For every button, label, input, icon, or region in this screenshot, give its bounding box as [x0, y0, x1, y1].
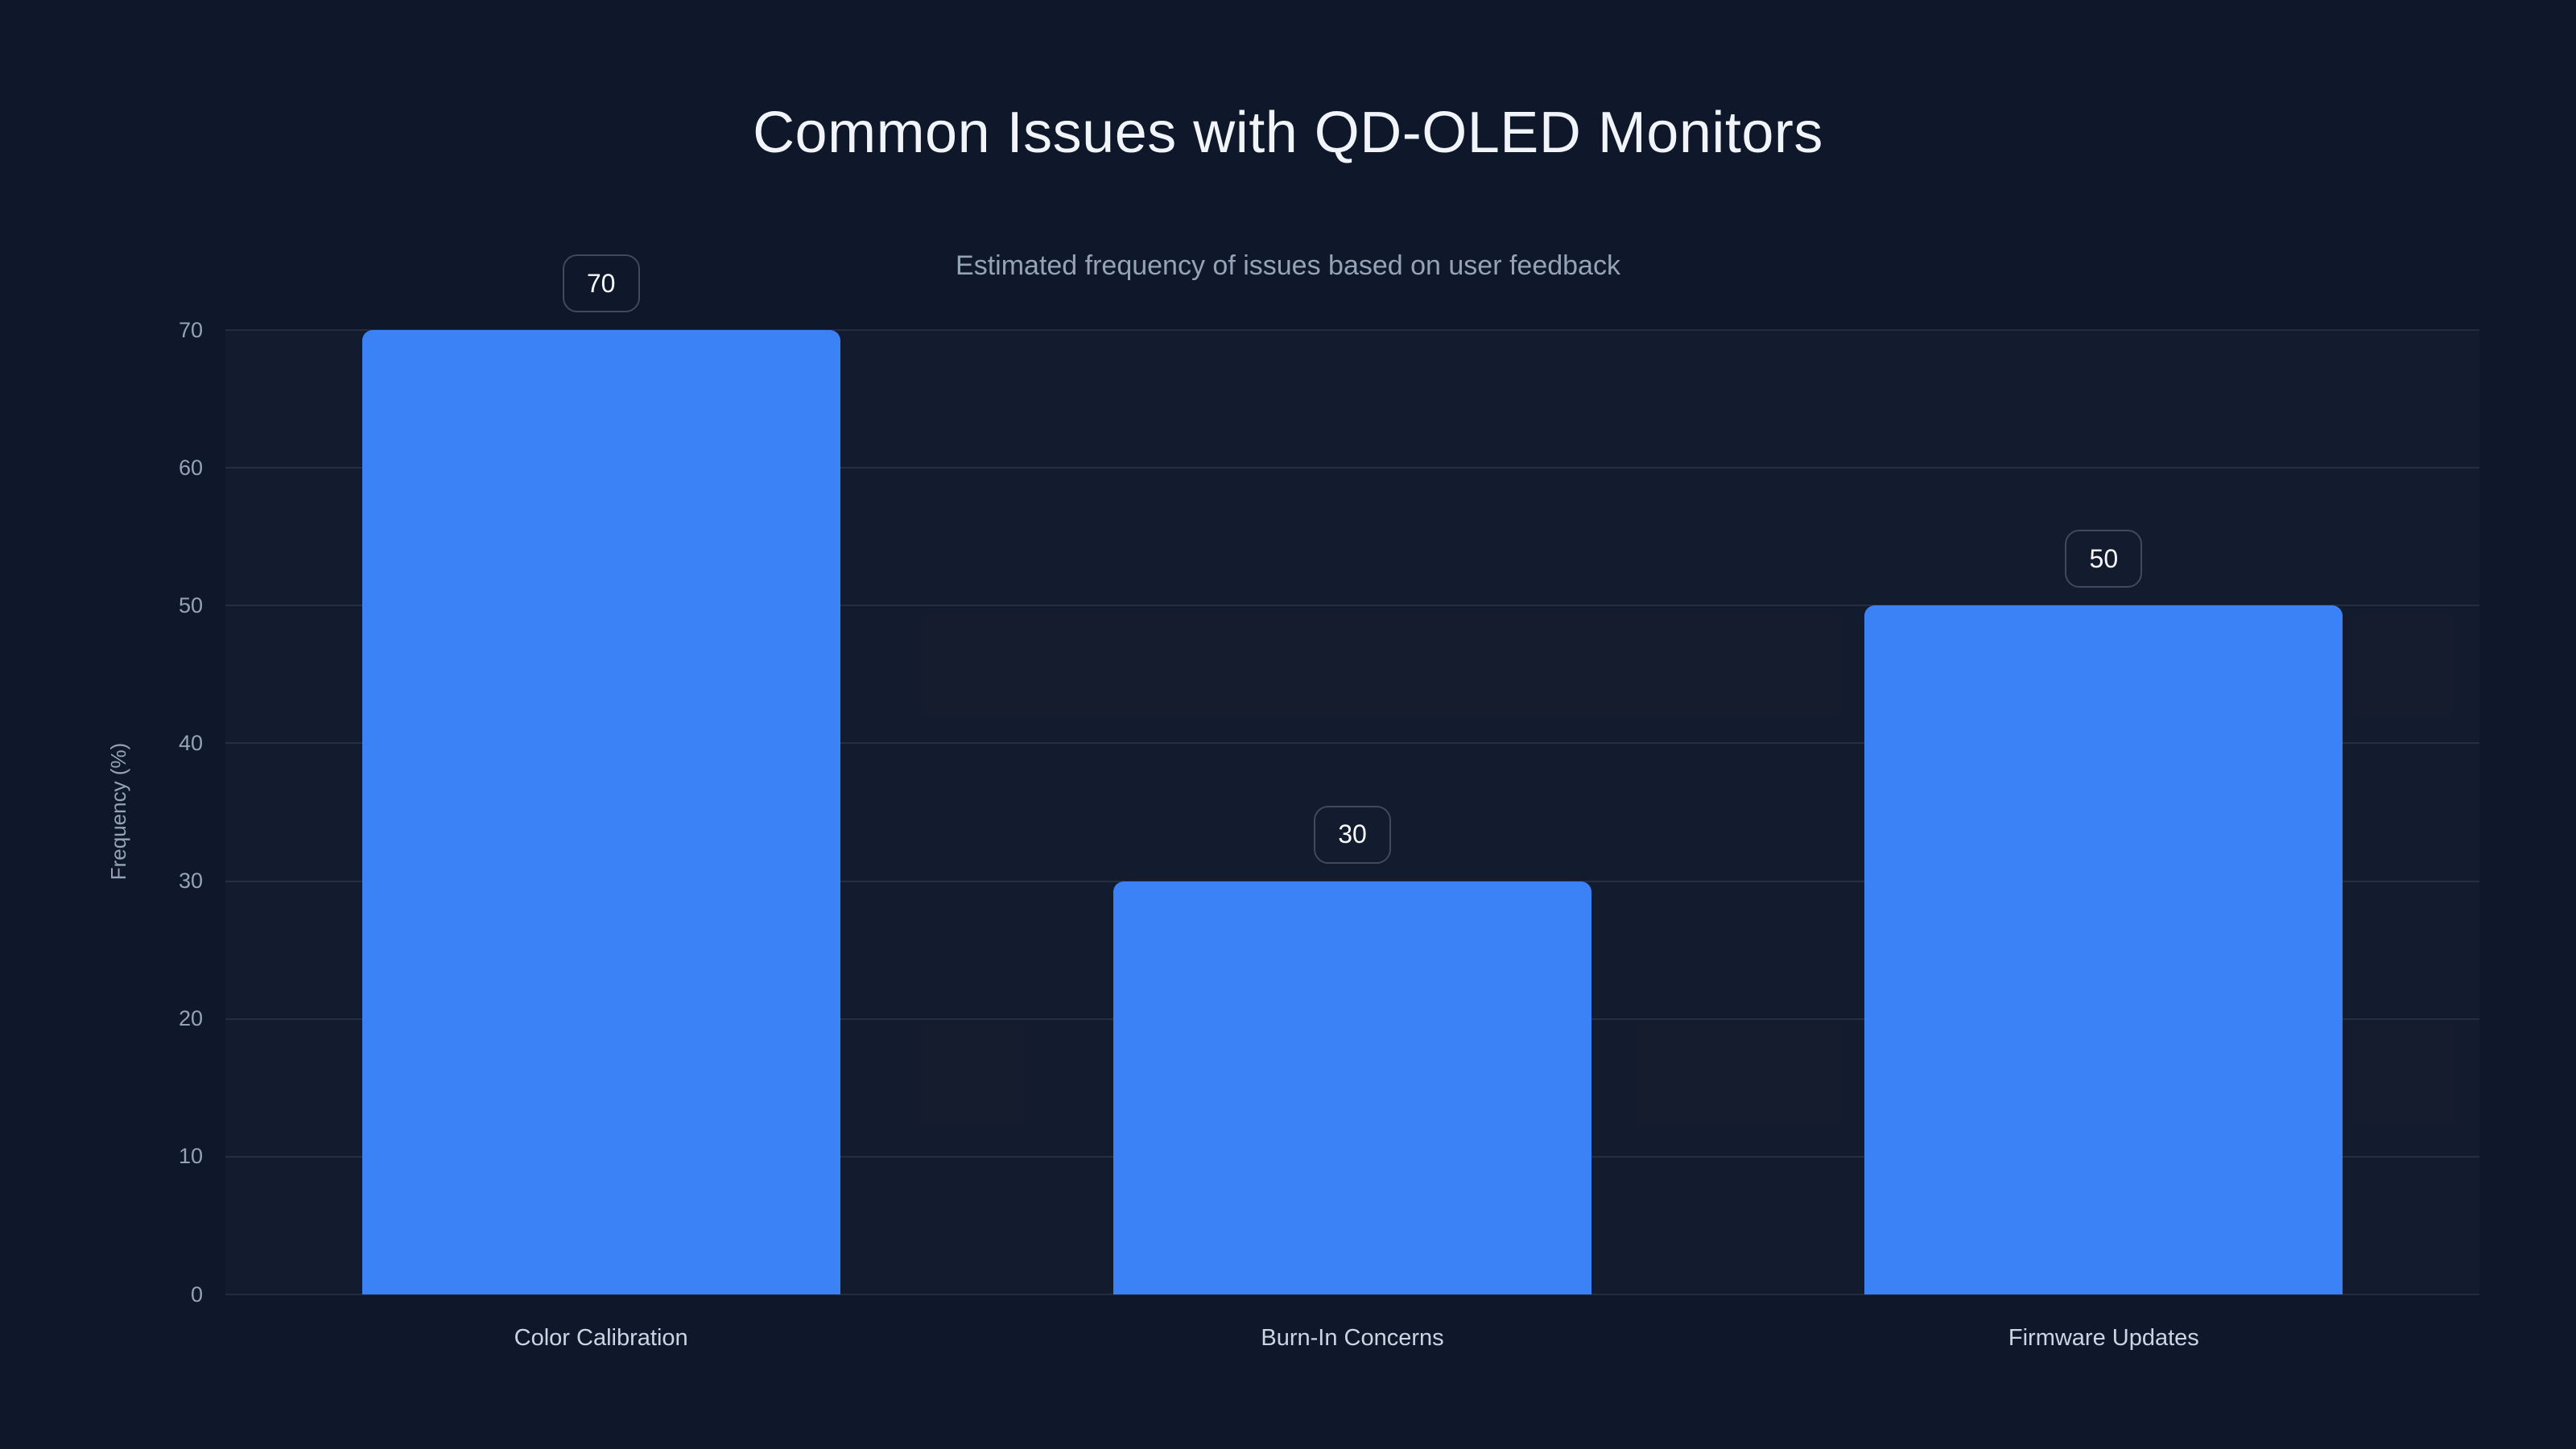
bar-value-badge: 70 [562, 254, 640, 312]
y-tick-label: 40 [178, 730, 203, 755]
y-tick-label: 10 [178, 1144, 203, 1169]
x-tick-label: Color Calibration [514, 1324, 688, 1351]
grid-line [225, 467, 2479, 469]
chart-title: Common Issues with QD-OLED Monitors [753, 101, 1823, 165]
grid-line [225, 605, 2479, 607]
grid-line [225, 1294, 2479, 1295]
y-tick-label: 20 [178, 1006, 203, 1031]
bar[interactable] [361, 330, 840, 1294]
y-tick-label: 70 [178, 317, 203, 342]
bar[interactable] [1864, 605, 2343, 1294]
chart-subtitle: Estimated frequency of issues based on u… [956, 250, 1620, 281]
x-tick-label: Firmware Updates [2008, 1324, 2199, 1351]
y-tick-label: 50 [178, 592, 203, 617]
y-tick-label: 0 [190, 1282, 203, 1307]
y-axis-title: Frequency (%) [105, 742, 130, 881]
y-tick-label: 30 [178, 869, 203, 894]
grid-line [225, 329, 2479, 331]
bar[interactable] [1113, 881, 1591, 1294]
bar-value-badge: 50 [2065, 530, 2143, 588]
bar-value-badge: 30 [1314, 805, 1391, 864]
x-tick-label: Burn-In Concerns [1261, 1324, 1444, 1351]
grid-line [225, 742, 2479, 745]
y-tick-label: 60 [178, 455, 203, 480]
